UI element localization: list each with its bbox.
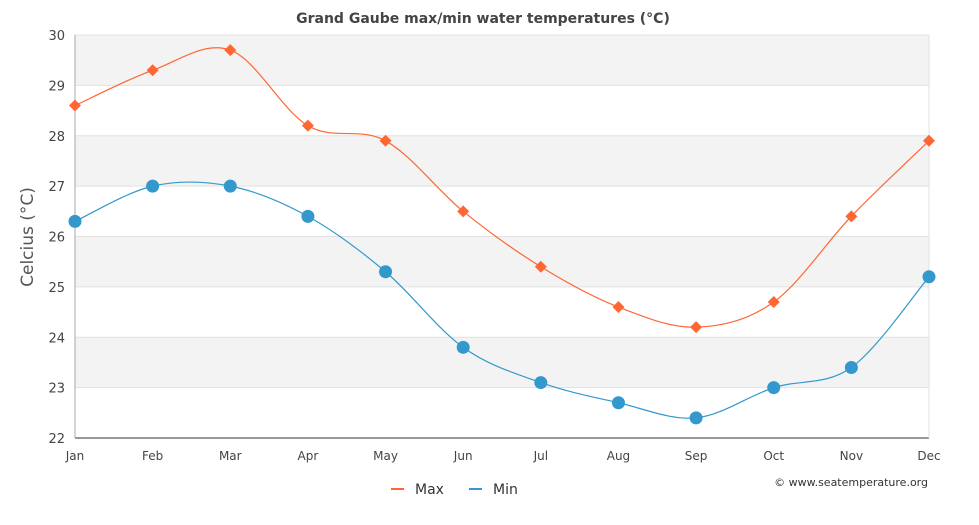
legend-item-max[interactable]: Max [391, 482, 444, 498]
data-point [922, 270, 936, 284]
data-point [224, 44, 237, 57]
y-tick-label: 27 [48, 180, 65, 195]
data-point [379, 265, 393, 279]
data-point [689, 411, 703, 425]
data-point [69, 99, 81, 112]
data-point [690, 321, 703, 334]
x-tick-label: Apr [298, 449, 319, 463]
x-tick-label: Sep [685, 449, 708, 463]
data-point [146, 179, 160, 193]
y-tick-label: 25 [48, 281, 65, 296]
data-point [457, 205, 470, 218]
x-tick-label: May [373, 449, 398, 463]
y-tick-label: 30 [48, 29, 65, 44]
data-point [534, 376, 548, 390]
x-tick-label: Mar [219, 449, 242, 463]
data-point [767, 295, 780, 308]
x-tick-label: Dec [917, 449, 940, 463]
data-point [844, 360, 858, 374]
y-axis-ticks: 22 23 24 25 26 27 28 29 30 [48, 29, 65, 447]
y-tick-label: 28 [48, 130, 65, 145]
x-axis-ticks: Jan Feb Mar Apr May Jun Jul Aug Sep Oct Nov Dec [65, 449, 941, 463]
y-axis-label: Celcius (°C) [18, 187, 38, 287]
data-point [68, 214, 82, 228]
y-tick-label: 26 [48, 231, 65, 246]
data-point [223, 179, 237, 193]
chart-title: Grand Gaube max/min water temperatures (… [296, 11, 670, 27]
y-tick-label: 29 [48, 79, 65, 94]
data-point [611, 396, 625, 410]
data-point [612, 301, 625, 314]
x-tick-label: Jun [453, 449, 473, 463]
data-point [534, 260, 547, 273]
data-point [456, 340, 470, 354]
data-point [301, 209, 315, 223]
data-point [767, 381, 781, 395]
data-point [146, 64, 159, 77]
x-tick-label: Jul [533, 449, 548, 463]
credit: © www.seatemperature.org [774, 476, 928, 489]
plot-band [75, 236, 929, 287]
data-point [923, 134, 935, 147]
plot-band [75, 35, 929, 86]
x-tick-label: Feb [142, 449, 163, 463]
series-min [68, 179, 936, 425]
series [68, 44, 936, 425]
x-tick-label: Oct [763, 449, 784, 463]
legend-label: Min [493, 482, 518, 498]
plot-band [75, 337, 929, 388]
data-point [379, 134, 392, 147]
gridlines [74, 34, 930, 439]
series-max [69, 44, 935, 334]
x-tick-label: Jan [65, 449, 85, 463]
data-point [845, 210, 858, 223]
x-tick-label: Nov [840, 449, 863, 463]
x-tick-label: Aug [607, 449, 630, 463]
plot-band [75, 135, 929, 187]
y-tick-label: 24 [48, 331, 65, 346]
legend: Max Min [391, 482, 518, 498]
y-tick-label: 23 [48, 382, 65, 397]
legend-label: Max [415, 482, 444, 498]
data-point [301, 119, 314, 132]
y-tick-label: 22 [48, 432, 65, 447]
legend-item-min[interactable]: Min [469, 482, 518, 498]
